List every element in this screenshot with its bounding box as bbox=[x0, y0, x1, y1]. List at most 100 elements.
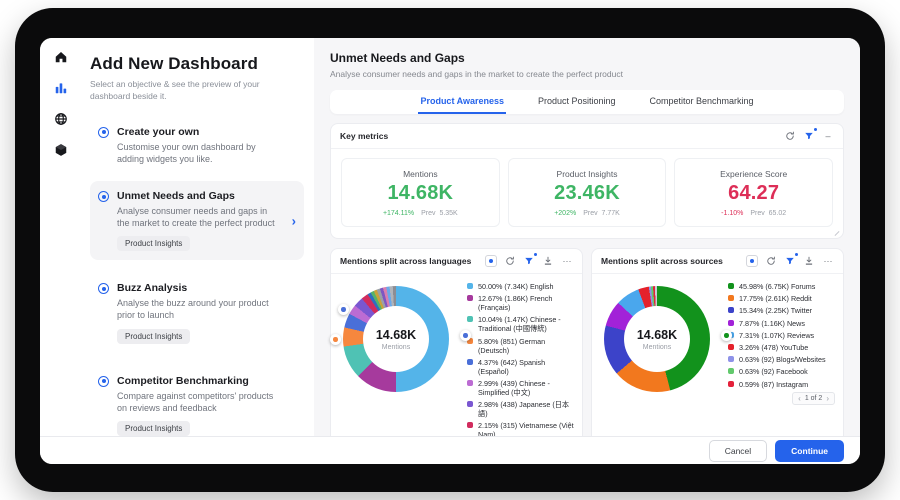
languages-chart-card: Mentions split across languages ··· bbox=[330, 248, 583, 436]
filter-icon[interactable] bbox=[523, 252, 538, 267]
sidebar-item-buzz-analysis[interactable]: Buzz Analysis Analyse the buzz around yo… bbox=[90, 273, 304, 352]
metric-change: +174.11% bbox=[382, 210, 415, 217]
refresh-icon[interactable] bbox=[765, 255, 777, 267]
donut-center-value: 14.68K bbox=[636, 327, 678, 342]
legend-item[interactable]: 2.15% (315) Vietnamese (Việt Nam) bbox=[467, 421, 574, 436]
insight-marker[interactable] bbox=[330, 334, 341, 345]
legend-swatch bbox=[467, 283, 473, 289]
tab-product-positioning[interactable]: Product Positioning bbox=[537, 96, 616, 106]
refresh-icon[interactable] bbox=[784, 130, 796, 142]
device-frame: Add New Dashboard Select an objective & … bbox=[15, 8, 885, 492]
analytics-icon[interactable] bbox=[54, 81, 68, 95]
legend-item[interactable]: 7.87% (1.16K) News bbox=[728, 319, 835, 328]
objective-radio-icon bbox=[98, 375, 109, 387]
legend-item[interactable]: 12.67% (1.86K) French (Français) bbox=[467, 294, 574, 312]
donut-center-value: 14.68K bbox=[375, 327, 417, 342]
insight-marker[interactable] bbox=[721, 330, 732, 341]
category-badge: Product Insights bbox=[117, 236, 191, 252]
focus-icon[interactable] bbox=[746, 255, 758, 267]
legend: 50.00% (7.34K) English 12.67% (1.86K) Fr… bbox=[467, 282, 574, 436]
legend-swatch bbox=[467, 422, 473, 429]
legend-item[interactable]: 7.31% (1.07K) Reviews bbox=[728, 331, 835, 340]
metric-change: -1.10% bbox=[721, 210, 744, 217]
legend-item[interactable]: 17.75% (2.61K) Reddit bbox=[728, 294, 835, 303]
sidebar-item-create-your-own[interactable]: Create your own Customise your own dashb… bbox=[90, 117, 304, 174]
category-badge: Product Insights bbox=[117, 328, 191, 344]
legend-item[interactable]: 45.98% (6.75K) Forums bbox=[728, 282, 835, 291]
cancel-button[interactable]: Cancel bbox=[708, 439, 768, 462]
donut-chart-sources[interactable]: 14.68K Mentions bbox=[604, 286, 710, 392]
legend: 45.98% (6.75K) Forums 17.75% (2.61K) Red… bbox=[728, 282, 835, 405]
legend-pagination: ‹ 1 of 2 › bbox=[792, 391, 835, 405]
metric-value: 64.27 bbox=[728, 182, 780, 204]
legend-item[interactable]: 2.99% (439) Chinese - Simplified (中文) bbox=[467, 379, 574, 397]
sidebar-item-competitor-benchmarking[interactable]: Competitor Benchmarking Compare against … bbox=[90, 366, 304, 436]
sidebar-item-unmet-needs[interactable]: Unmet Needs and Gaps Analyse consumer ne… bbox=[90, 181, 304, 261]
legend-item[interactable]: 0.59% (87) Instagram bbox=[728, 380, 835, 389]
download-icon[interactable] bbox=[803, 255, 815, 267]
more-icon[interactable]: ··· bbox=[562, 256, 572, 266]
filter-icon[interactable] bbox=[803, 127, 818, 142]
legend-item[interactable]: 0.63% (92) Blogs/Websites bbox=[728, 355, 835, 364]
legend-swatch bbox=[467, 358, 473, 365]
home-icon[interactable] bbox=[54, 50, 68, 64]
legend-item[interactable]: 5.80% (851) German (Deutsch) bbox=[467, 337, 574, 355]
filter-badge bbox=[794, 252, 799, 257]
page-next-icon[interactable]: › bbox=[826, 393, 829, 403]
metric-change: +202% bbox=[554, 210, 577, 217]
legend-item[interactable]: 3.26% (478) YouTube bbox=[728, 343, 835, 352]
metric-product-insights: Product Insights 23.46K +202% Prev 7.77K bbox=[507, 158, 667, 227]
metric-prev: Prev 65.02 bbox=[750, 210, 787, 217]
preview-panel: Unmet Needs and Gaps Analyse consumer ne… bbox=[314, 38, 860, 436]
metric-prev: Prev 7.77K bbox=[583, 210, 620, 217]
legend-swatch bbox=[728, 380, 734, 387]
preview-title: Unmet Needs and Gaps bbox=[330, 51, 465, 65]
legend-swatch bbox=[467, 379, 473, 386]
insight-marker[interactable] bbox=[460, 330, 471, 341]
insight-marker[interactable] bbox=[338, 304, 349, 315]
tab-bar: Product Awareness Product Positioning Co… bbox=[330, 90, 844, 114]
legend-item[interactable]: 15.34% (2.25K) Twitter bbox=[728, 306, 835, 315]
objective-radio-icon bbox=[98, 283, 109, 295]
metric-mentions: Mentions 14.68K +174.11% Prev 5.35K bbox=[341, 158, 500, 227]
focus-icon[interactable] bbox=[485, 255, 497, 267]
card-title: Mentions split across sources bbox=[601, 256, 723, 266]
legend-swatch bbox=[728, 356, 734, 363]
app-window: Add New Dashboard Select an objective & … bbox=[40, 38, 860, 464]
collapse-icon[interactable]: – bbox=[825, 131, 831, 141]
chevron-right-icon[interactable]: › bbox=[291, 213, 296, 229]
more-icon[interactable]: ··· bbox=[823, 256, 833, 266]
legend-item[interactable]: 4.37% (642) Spanish (Español) bbox=[467, 358, 574, 376]
donut-center-label: Mentions bbox=[381, 343, 411, 351]
card-title: Mentions split across languages bbox=[340, 256, 472, 266]
sidebar: Add New Dashboard Select an objective & … bbox=[82, 38, 314, 436]
legend-swatch bbox=[728, 319, 734, 326]
donut-chart-languages[interactable]: 14.68K Mentions bbox=[343, 286, 449, 392]
legend-swatch bbox=[467, 295, 473, 302]
cube-icon[interactable] bbox=[54, 143, 68, 157]
tab-product-awareness[interactable]: Product Awareness bbox=[418, 90, 506, 114]
legend-item[interactable]: 2.98% (438) Japanese (日本語) bbox=[467, 400, 574, 418]
legend-swatch bbox=[728, 307, 734, 314]
legend-item[interactable]: 10.04% (1.47K) Chinese - Traditional (中國… bbox=[467, 315, 574, 333]
legend-swatch bbox=[728, 343, 734, 350]
legend-swatch bbox=[467, 337, 473, 344]
page-title: Add New Dashboard bbox=[90, 54, 258, 73]
donut-wrap: 14.68K Mentions bbox=[602, 282, 732, 405]
metric-value: 23.46K bbox=[554, 182, 620, 204]
tab-competitor-benchmarking[interactable]: Competitor Benchmarking bbox=[649, 96, 754, 106]
globe-icon[interactable] bbox=[54, 112, 68, 126]
legend-item[interactable]: 50.00% (7.34K) English bbox=[467, 282, 574, 291]
download-icon[interactable] bbox=[542, 255, 554, 267]
donut-wrap: 14.68K Mentions bbox=[330, 282, 471, 436]
legend-item[interactable]: 0.63% (92) Facebook bbox=[728, 367, 835, 376]
refresh-icon[interactable] bbox=[504, 255, 516, 267]
metric-prev: Prev 5.35K bbox=[421, 210, 458, 217]
objective-radio-icon bbox=[98, 191, 109, 203]
page-prev-icon[interactable]: ‹ bbox=[798, 393, 801, 403]
filter-icon[interactable] bbox=[784, 252, 799, 267]
category-badge: Product Insights bbox=[117, 420, 191, 436]
sources-chart-card: Mentions split across sources ··· bbox=[591, 248, 844, 436]
continue-button[interactable]: Continue bbox=[775, 439, 844, 462]
footer-bar: Cancel Continue bbox=[40, 436, 860, 464]
